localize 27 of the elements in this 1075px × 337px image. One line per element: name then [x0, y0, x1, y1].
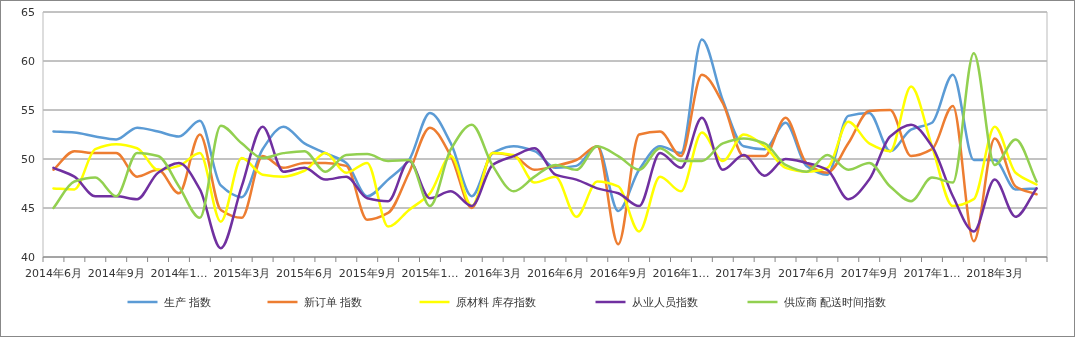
y-tick-label: 65 — [21, 6, 35, 19]
x-tick-label: 2015年6月 — [275, 267, 333, 280]
legend-label: 供应商 配送时间指数 — [783, 296, 886, 309]
y-tick-label: 40 — [21, 251, 35, 264]
legend-label: 从业人员指数 — [631, 296, 698, 309]
x-tick-label: 2016年1… — [652, 267, 710, 280]
x-tick-label: 2014年1… — [150, 267, 208, 280]
x-tick-label: 2016年9月 — [589, 267, 647, 280]
x-tick-label: 2015年9月 — [338, 267, 396, 280]
y-tick-label: 60 — [21, 55, 35, 68]
x-tick-label: 2017年1… — [903, 267, 961, 280]
x-tick-label: 2014年6月 — [24, 267, 82, 280]
x-tick-label: 2015年1… — [401, 267, 459, 280]
x-tick-label: 2016年3月 — [464, 267, 522, 280]
legend-label: 原材料 库存指数 — [455, 296, 536, 309]
y-tick-label: 45 — [21, 202, 35, 215]
x-tick-label: 2014年9月 — [87, 267, 145, 280]
x-tick-label: 2017年3月 — [715, 267, 773, 280]
y-tick-label: 50 — [21, 153, 35, 166]
legend-label: 新订单 指数 — [303, 296, 362, 309]
x-tick-label: 2017年9月 — [840, 267, 898, 280]
x-tick-label: 2015年3月 — [213, 267, 271, 280]
legend-label: 生产 指数 — [163, 296, 211, 309]
y-tick-label: 55 — [21, 104, 35, 117]
x-tick-label: 2017年6月 — [777, 267, 835, 280]
x-tick-label: 2018年3月 — [966, 267, 1024, 280]
x-tick-label: 2016年6月 — [526, 267, 584, 280]
